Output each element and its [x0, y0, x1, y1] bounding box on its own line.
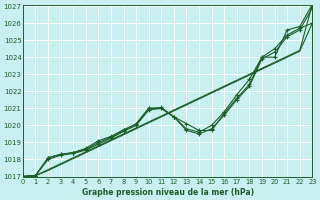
X-axis label: Graphe pression niveau de la mer (hPa): Graphe pression niveau de la mer (hPa) — [82, 188, 254, 197]
